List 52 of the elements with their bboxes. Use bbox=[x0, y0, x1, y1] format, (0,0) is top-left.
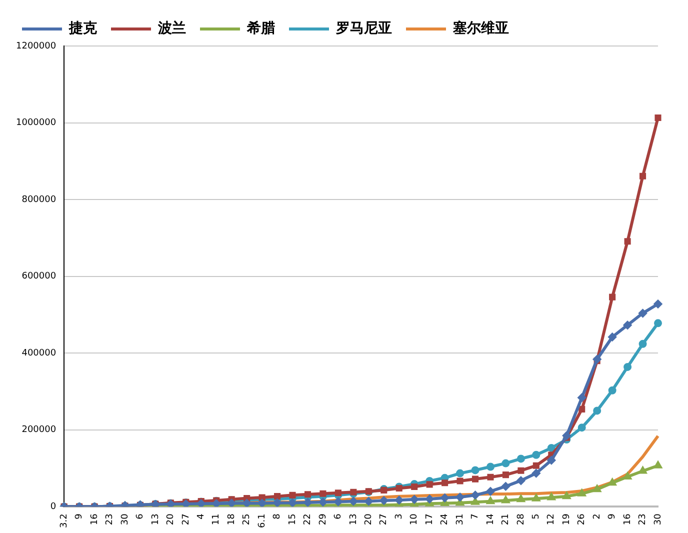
x-tick-label: 9 bbox=[608, 513, 618, 520]
x-tick-label: 6.1 bbox=[257, 514, 268, 528]
y-tick-label: 400000 bbox=[22, 348, 56, 358]
x-tick-label: 5 bbox=[532, 514, 542, 520]
y-tick-label: 200000 bbox=[22, 425, 56, 436]
legend-label: 波兰 bbox=[157, 20, 186, 37]
x-tick-label: 13 bbox=[348, 514, 359, 526]
legend-label: 捷克 bbox=[68, 20, 98, 37]
x-tick-label: 20 bbox=[166, 513, 176, 526]
x-tick-label: 14 bbox=[486, 513, 496, 526]
x-tick-label: 6 bbox=[136, 513, 146, 520]
x-tick-label: 23 bbox=[105, 514, 116, 526]
x-tick-label: 19 bbox=[562, 513, 572, 526]
legend-label: 塞尔维亚 bbox=[452, 20, 509, 37]
x-tick-label: 28 bbox=[516, 513, 526, 526]
x-tick-label: 21 bbox=[501, 514, 512, 526]
x-tick-label: 6 bbox=[334, 513, 344, 520]
x-tick-label: 11 bbox=[212, 514, 222, 526]
x-tick-label: 29 bbox=[318, 513, 328, 526]
x-tick-label: 22 bbox=[303, 514, 314, 526]
x-tick-label: 16 bbox=[622, 513, 633, 526]
x-tick-label: 8 bbox=[272, 513, 283, 520]
x-tick-label: 27 bbox=[181, 514, 192, 526]
x-tick-label: 30 bbox=[120, 513, 130, 526]
x-tick-label: 23 bbox=[638, 514, 648, 526]
x-tick-label: 16 bbox=[90, 513, 100, 526]
x-tick-label: 3 bbox=[394, 514, 404, 520]
x-tick-label: 31 bbox=[455, 514, 466, 526]
x-tick-label: 27 bbox=[379, 514, 390, 526]
x-tick-label: 15 bbox=[288, 514, 298, 526]
y-tick-label: 800000 bbox=[22, 194, 56, 205]
x-tick-label: 10 bbox=[410, 513, 420, 526]
x-tick-label: 12 bbox=[546, 514, 557, 526]
y-tick-label: 0 bbox=[50, 502, 56, 512]
y-tick-label: 1200000 bbox=[16, 41, 56, 52]
y-tick-label: 1000000 bbox=[16, 118, 56, 128]
x-tick-label: 18 bbox=[226, 513, 237, 526]
x-tick-label: 2 bbox=[592, 514, 602, 520]
x-tick-label: 3.2 bbox=[59, 514, 70, 528]
y-tick-label: 600000 bbox=[22, 272, 56, 282]
x-tick-label: 7 bbox=[470, 514, 481, 520]
legend-label: 罗马尼亚 bbox=[335, 20, 392, 37]
x-tick-label: 20 bbox=[364, 513, 374, 526]
x-tick-label: 25 bbox=[242, 514, 252, 526]
x-tick-label: 30 bbox=[653, 513, 664, 526]
x-tick-label: 26 bbox=[577, 513, 588, 526]
x-tick-label: 9 bbox=[74, 513, 85, 520]
legend-label: 希腊 bbox=[246, 20, 275, 37]
x-tick-label: 17 bbox=[424, 514, 435, 526]
x-tick-label: 13 bbox=[150, 514, 161, 526]
x-tick-label: 24 bbox=[440, 513, 450, 526]
x-tick-label: 4 bbox=[196, 513, 206, 520]
